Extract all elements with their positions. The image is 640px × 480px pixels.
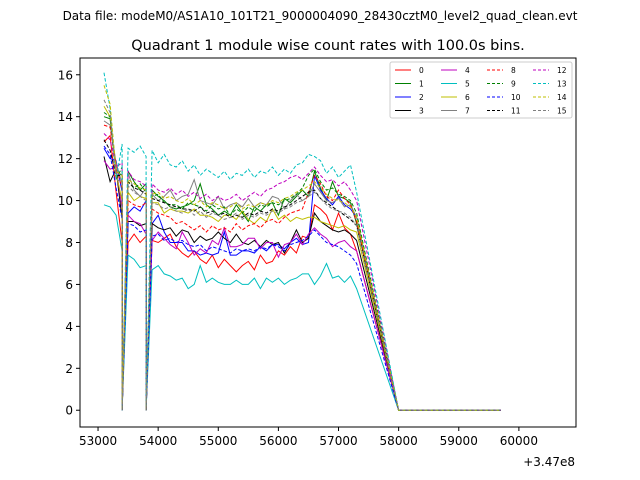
y-tick-label: 14: [58, 110, 73, 124]
series-line-5: [103, 204, 501, 411]
x-tick-label: 56000: [259, 434, 297, 448]
series-line-13: [103, 72, 501, 411]
series-line-0: [103, 134, 501, 411]
series-line-15: [103, 99, 501, 411]
y-tick-label: 16: [58, 68, 73, 82]
legend-label: 3: [419, 107, 424, 116]
x-tick-label: 53000: [79, 434, 117, 448]
chart-title: Quadrant 1 module wise count rates with …: [131, 38, 525, 54]
x-tick-label: 58000: [380, 434, 418, 448]
legend-label: 9: [511, 80, 516, 89]
y-tick-label: 10: [58, 194, 73, 208]
series-line-12: [103, 133, 501, 411]
x-tick-label: 54000: [139, 434, 177, 448]
legend-label: 14: [557, 93, 567, 102]
x-tick-label: 57000: [319, 434, 357, 448]
series-line-10: [103, 145, 501, 411]
y-tick-label: 0: [65, 404, 73, 418]
y-tick-label: 2: [65, 362, 73, 376]
y-tick-label: 12: [58, 152, 73, 166]
x-tick-label: 55000: [199, 434, 237, 448]
x-axis: 53000 54000 55000 56000 57000 58000 59000 60000: [79, 427, 538, 448]
legend-label: 0: [419, 66, 424, 75]
legend-label: 5: [465, 80, 470, 89]
legend-label: 12: [557, 66, 567, 75]
legend-label: 1: [419, 80, 424, 89]
legend-box: [389, 61, 573, 119]
legend-label: 13: [557, 80, 567, 89]
legend-label: 7: [465, 107, 470, 116]
chart-suptitle: Data file: modeM0/AS1A10_101T21_90000040…: [63, 9, 578, 23]
series-layer: [103, 72, 501, 411]
legend-label: 6: [465, 93, 470, 102]
legend-label: 2: [419, 93, 424, 102]
series-line-8: [103, 124, 501, 411]
x-tick-label: 60000: [500, 434, 538, 448]
y-tick-label: 4: [65, 320, 73, 334]
legend-label: 4: [465, 66, 470, 75]
series-line-7: [103, 120, 501, 411]
x-offset-label: +3.47e8: [523, 455, 575, 469]
legend-label: 15: [557, 107, 567, 116]
y-tick-label: 8: [65, 236, 73, 250]
series-line-14: [103, 85, 501, 411]
legend-label: 10: [511, 93, 521, 102]
plot-frame: [79, 57, 577, 428]
y-tick-label: 6: [65, 278, 73, 292]
x-tick-label: 59000: [440, 434, 478, 448]
series-line-3: [103, 156, 501, 411]
legend-label: 8: [511, 66, 516, 75]
legend-label: 11: [511, 107, 521, 116]
y-axis: 0 2 4 6 8 10 12 14 16: [58, 68, 80, 418]
